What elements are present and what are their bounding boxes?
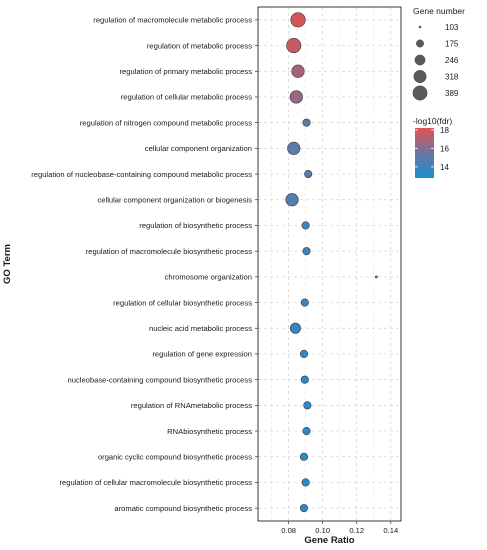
- data-point: [304, 170, 313, 179]
- data-point: [299, 452, 309, 461]
- color-legend-bar: [415, 128, 434, 178]
- y-tick-label: aromatic compound biosynthetic process: [114, 504, 252, 513]
- x-tick-label: 0.08: [281, 526, 296, 535]
- y-tick-label: nucleobase-containing compound biosynthe…: [68, 375, 253, 384]
- size-legend-title: Gene number: [413, 6, 465, 16]
- y-tick-label: regulation of cellular macromolecule bio…: [60, 478, 253, 487]
- x-tick-label: 0.10: [315, 526, 330, 535]
- size-legend-dot: [418, 25, 422, 29]
- y-axis-term-labels: regulation of macromolecule metabolic pr…: [31, 16, 258, 513]
- y-tick-label: regulation of cellular metabolic process: [121, 93, 252, 102]
- data-point: [289, 322, 301, 334]
- data-point: [290, 12, 306, 28]
- size-legend-label: 175: [445, 40, 459, 49]
- color-legend-title: -log10(fdr): [413, 116, 452, 126]
- data-point: [302, 247, 311, 256]
- y-tick-label: regulation of biosynthetic process: [139, 221, 252, 230]
- size-legend-dot: [414, 54, 426, 66]
- y-axis-title: GO Term: [2, 244, 13, 284]
- color-legend-label: 16: [440, 144, 449, 153]
- data-point: [302, 118, 311, 127]
- y-tick-label: organic cyclic compound biosynthetic pro…: [98, 452, 252, 461]
- size-legend-dot: [412, 85, 428, 101]
- x-tick-label: 0.14: [383, 526, 398, 535]
- y-tick-label: RNAbiosynthetic process: [167, 427, 252, 436]
- size-legend-label: 103: [445, 23, 459, 32]
- y-tick-label: regulation of macromolecule metabolic pr…: [93, 16, 252, 25]
- y-tick-label: regulation of primary metabolic process: [119, 67, 252, 76]
- size-legend-dot: [413, 70, 427, 83]
- y-tick-label: regulation of cellular biosynthetic proc…: [113, 298, 252, 307]
- data-point: [291, 64, 305, 78]
- data-point: [289, 90, 303, 104]
- color-legend-label: 14: [440, 163, 449, 172]
- grid-layer: [258, 7, 401, 521]
- data-point: [301, 221, 310, 230]
- x-axis-title: Gene Ratio: [304, 535, 354, 546]
- data-point: [299, 504, 309, 513]
- color-legend-label: 18: [440, 126, 449, 135]
- y-tick-label: cellular component organization or bioge…: [97, 195, 252, 204]
- y-tick-label: chromosome organization: [165, 273, 252, 282]
- data-point: [303, 401, 312, 410]
- y-tick-label: cellular component organization: [145, 144, 252, 153]
- x-tick-label: 0.12: [349, 526, 364, 535]
- size-legend-dot: [416, 39, 424, 48]
- x-axis: 0.08 0.10 0.12 0.14: [281, 521, 398, 535]
- y-tick-label: regulation of nucleobase-containing comp…: [31, 170, 252, 179]
- y-tick-label: nucleic acid metabolic process: [149, 324, 252, 333]
- size-legend-label: 246: [445, 56, 459, 65]
- y-tick-label: regulation of nitrogen compound metaboli…: [80, 118, 252, 127]
- data-point: [302, 427, 311, 436]
- y-tick-label: regulation of gene expression: [152, 350, 252, 359]
- plot-panel-border: [257, 6, 402, 522]
- size-legend-label: 389: [445, 89, 459, 98]
- dots-layer: [285, 12, 378, 513]
- data-point: [299, 349, 309, 358]
- size-legend: Gene number 103 175 246 318 389: [412, 6, 465, 101]
- color-legend: -log10(fdr) 14 16 18: [413, 116, 452, 178]
- y-tick-label: regulation of macromolecule biosynthetic…: [86, 247, 253, 256]
- size-legend-label: 318: [445, 73, 459, 82]
- data-point: [374, 275, 378, 279]
- y-tick-label: regulation of metabolic process: [147, 41, 252, 50]
- data-point: [300, 298, 309, 307]
- data-point: [300, 375, 309, 384]
- data-point: [301, 478, 310, 487]
- data-point: [287, 141, 301, 155]
- y-tick-label: regulation of RNAmetabolic process: [131, 401, 252, 410]
- data-point: [285, 193, 299, 207]
- data-point: [286, 38, 302, 54]
